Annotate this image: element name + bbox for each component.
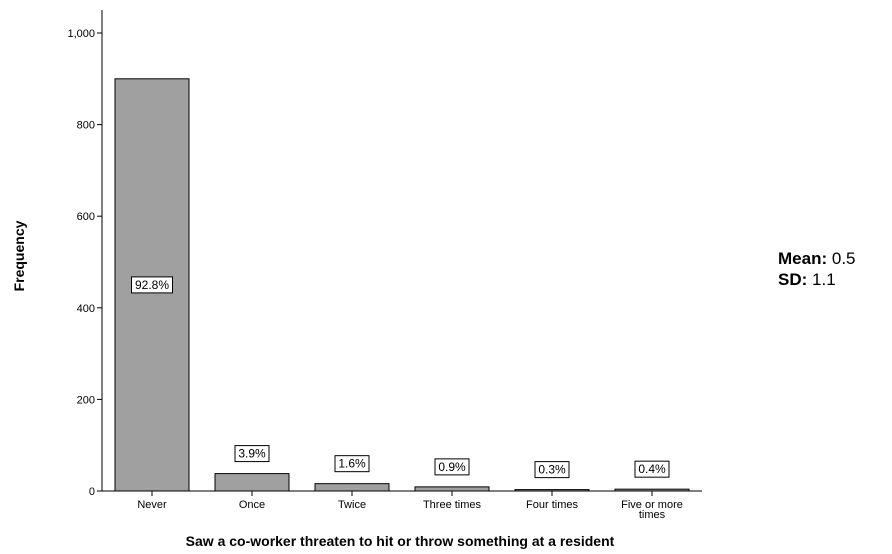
y-axis-label: Frequency — [11, 220, 27, 291]
mean-value: 0.5 — [831, 249, 856, 268]
x-tick-label: Once — [239, 499, 265, 511]
x-tick-label: Never — [137, 499, 167, 511]
y-tick-label: 800 — [77, 120, 95, 132]
bar — [514, 489, 590, 492]
y-tick-label: 0 — [89, 486, 95, 498]
sd-label: SD: — [778, 270, 808, 289]
y-tick-label: 400 — [77, 303, 95, 315]
x-axis-label: Saw a co-worker threaten to hit or throw… — [186, 533, 615, 549]
x-tick-labels: Never Once Twice Three times Four times Five … — [137, 491, 683, 521]
percent-label-text: 3.9% — [238, 447, 266, 461]
percent-label-box — [534, 461, 570, 479]
bar — [614, 488, 690, 492]
percent-label-text: 92.8% — [135, 278, 169, 292]
x-tick-label: Four times — [526, 499, 578, 511]
percent-label-text: 1.6% — [338, 457, 366, 471]
y-tick-labels: 0 200 400 600 800 1,000 — [67, 28, 102, 498]
summary-stats: Mean: 0.5 SD: 1.1 — [778, 248, 856, 290]
mean-label: Mean: — [778, 249, 828, 268]
percent-label: 0.3% — [534, 461, 570, 479]
percent-label: 1.6% — [334, 455, 370, 473]
y-tick-label: 1,000 — [67, 28, 95, 40]
percent-label-box — [234, 445, 270, 463]
percent-label-box — [334, 455, 370, 473]
percent-label-box — [434, 458, 470, 476]
chart-bars — [114, 78, 690, 492]
sd-value: 1.1 — [812, 270, 836, 289]
percent-label-box — [634, 460, 670, 478]
sd-stat: SD: 1.1 — [778, 269, 856, 290]
y-tick-label: 600 — [77, 211, 95, 223]
percent-label-text: 0.9% — [438, 460, 466, 474]
bar — [314, 483, 390, 492]
x-tick-label: Twice — [338, 499, 366, 511]
percent-label-text: 0.3% — [538, 463, 566, 477]
percent-labels: 92.8% 3.9% 1.6% 0.9% 0.3% 0.4% — [131, 276, 670, 479]
chart-axes — [101, 10, 702, 492]
mean-stat: Mean: 0.5 — [778, 248, 856, 269]
bar — [214, 473, 290, 492]
x-tick-label: Three times — [423, 499, 482, 511]
percent-label: 0.9% — [434, 458, 470, 476]
bar — [414, 486, 490, 492]
x-tick-label: Five or more times — [621, 499, 683, 521]
percent-label-text: 0.4% — [638, 462, 666, 476]
percent-label-box — [131, 276, 173, 294]
y-tick-label: 200 — [77, 394, 95, 406]
percent-label: 3.9% — [234, 445, 270, 463]
percent-label: 0.4% — [634, 460, 670, 478]
percent-label: 92.8% — [131, 276, 173, 294]
